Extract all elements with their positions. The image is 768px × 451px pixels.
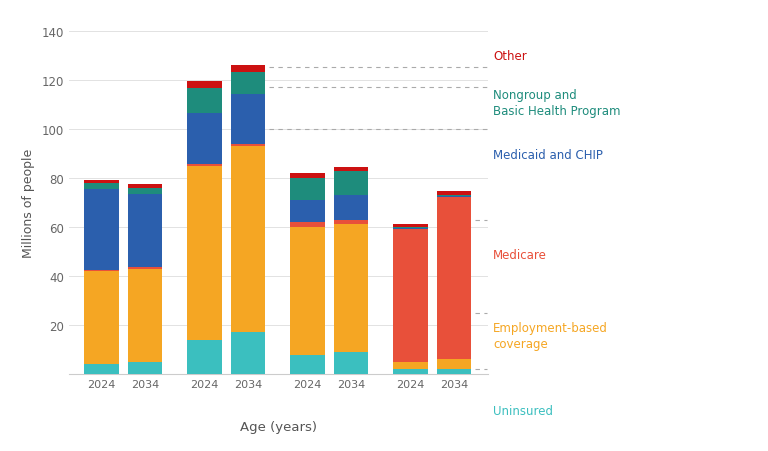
Text: Other: Other — [493, 50, 527, 63]
Bar — [230, 95, 266, 144]
Bar — [84, 189, 119, 270]
Text: Nongroup and
Basic Health Program: Nongroup and Basic Health Program — [493, 89, 621, 118]
Text: Uninsured: Uninsured — [493, 404, 553, 417]
Bar — [393, 362, 428, 369]
Bar — [187, 82, 222, 89]
Bar — [334, 171, 369, 196]
Bar — [334, 225, 369, 352]
Bar — [437, 359, 472, 369]
Bar — [84, 270, 119, 272]
Bar — [230, 66, 266, 73]
Bar — [84, 184, 119, 189]
Bar — [230, 144, 266, 147]
Bar — [187, 340, 222, 374]
Bar — [290, 355, 325, 374]
Bar — [437, 197, 472, 198]
Text: Employment-based
coverage: Employment-based coverage — [493, 322, 608, 350]
Bar — [334, 352, 369, 374]
Bar — [393, 369, 428, 374]
Bar — [230, 73, 266, 95]
Bar — [187, 89, 222, 114]
Bar — [84, 181, 119, 184]
Bar — [187, 166, 222, 340]
Bar — [290, 174, 325, 179]
Bar — [84, 272, 119, 364]
Bar — [393, 225, 428, 227]
X-axis label: Age (years): Age (years) — [240, 419, 317, 433]
Bar — [393, 227, 428, 229]
Bar — [127, 362, 162, 374]
Bar — [230, 333, 266, 374]
Text: Medicare: Medicare — [493, 249, 547, 261]
Bar — [187, 165, 222, 166]
Y-axis label: Millions of people: Millions of people — [22, 148, 35, 258]
Bar — [437, 192, 472, 196]
Bar — [437, 198, 472, 359]
Bar — [393, 229, 428, 230]
Bar — [334, 167, 369, 171]
Bar — [127, 188, 162, 194]
Bar — [437, 369, 472, 374]
Bar — [334, 196, 369, 220]
Bar — [127, 268, 162, 269]
Bar — [290, 222, 325, 227]
Bar — [127, 184, 162, 188]
Bar — [437, 196, 472, 197]
Bar — [290, 201, 325, 222]
Bar — [230, 147, 266, 333]
Bar — [393, 230, 428, 362]
Text: Medicaid and CHIP: Medicaid and CHIP — [493, 149, 603, 162]
Bar — [187, 114, 222, 165]
Bar — [127, 194, 162, 268]
Bar — [84, 364, 119, 374]
Bar — [290, 179, 325, 201]
Bar — [334, 220, 369, 225]
Bar — [127, 269, 162, 362]
Bar — [290, 227, 325, 355]
